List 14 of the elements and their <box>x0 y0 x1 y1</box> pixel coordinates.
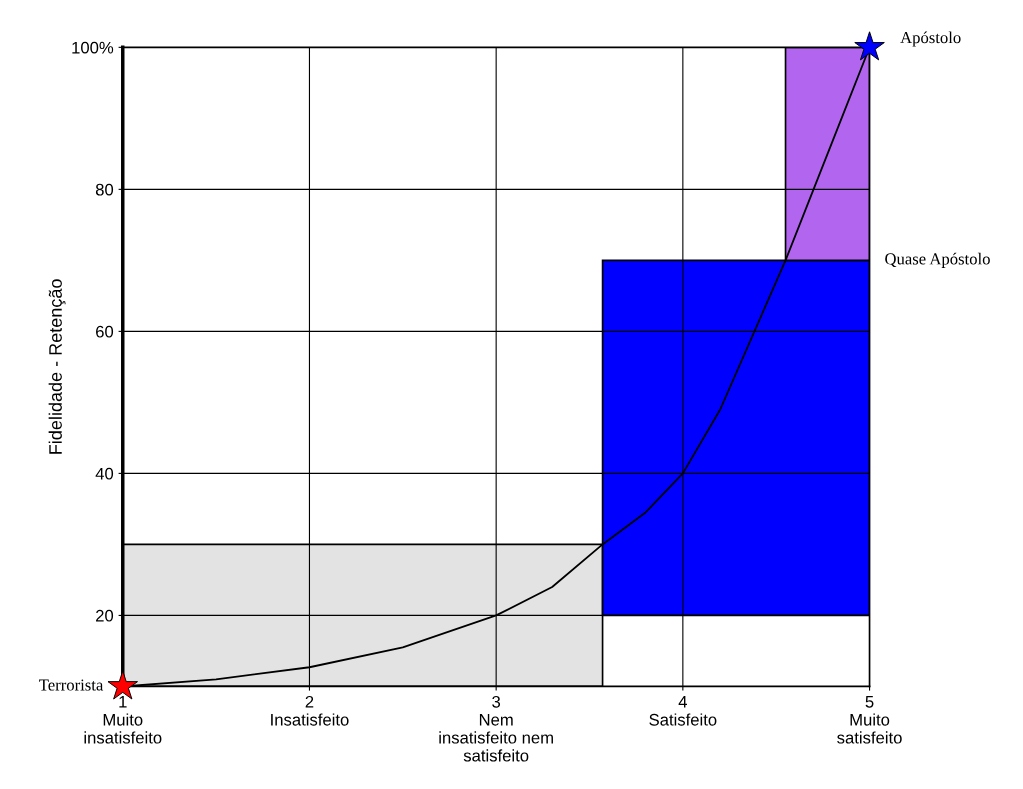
x-tick-label: 3 Nem insatisfeito nem satisfeito <box>439 695 553 762</box>
y-tick-label: 40 <box>95 467 114 480</box>
annotation: Apóstolo <box>900 31 961 47</box>
y-tick-label: 80 <box>95 183 114 196</box>
y-tick-label: 20 <box>96 609 114 622</box>
x-tick-label: 4 Satisfeito <box>649 696 717 726</box>
y-tick-label: 60 <box>96 325 114 338</box>
y-axis-title: Fidelidade - Retenção <box>48 279 66 454</box>
annotation: Terrorista <box>39 679 104 691</box>
x-tick-label: 1 Muito insatisfeito <box>84 696 162 744</box>
y-tick-label: 100% <box>72 41 114 54</box>
text: Quase Apóstolo <box>885 252 990 268</box>
x-tick-label: 5 Muito satisfeito <box>837 696 902 744</box>
x-tick-label: 2 Insatisfeito <box>271 695 349 726</box>
